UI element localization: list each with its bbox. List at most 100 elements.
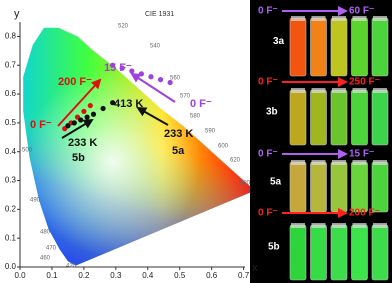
panel-label: 3b <box>266 107 278 118</box>
wavelength-label: 560 <box>170 76 181 82</box>
annotation: 413 K <box>114 98 143 110</box>
vial-cap <box>352 88 367 93</box>
annotation: 15 F⁻ <box>104 62 132 74</box>
vial <box>330 17 348 77</box>
vial <box>371 224 389 281</box>
vial <box>371 17 389 77</box>
vial-cap <box>291 223 305 228</box>
panel-label: 3a <box>273 36 285 47</box>
vial <box>351 224 368 281</box>
panel-start: 0 F⁻ <box>258 6 278 17</box>
x-axis-label: x <box>252 262 258 274</box>
y-tick-label: 0.5 <box>5 118 17 127</box>
x-tick-label: 0.6 <box>206 271 218 280</box>
vial <box>310 161 327 213</box>
vial <box>310 224 327 281</box>
wavelength-label: 620 <box>230 158 241 164</box>
annotation: 233 K <box>164 128 193 140</box>
vial-cap <box>291 160 305 165</box>
vial <box>330 161 348 213</box>
wavelength-label: 500 <box>22 148 33 154</box>
annotation: 200 F⁻ <box>58 76 92 88</box>
data-point <box>138 71 144 77</box>
chart-title: CIE 1931 <box>145 11 174 18</box>
data-point <box>87 102 93 109</box>
y-tick-label: 0.3 <box>5 176 17 185</box>
panel-end: 250 F⁻ <box>349 77 380 88</box>
annotation: 0 F⁻ <box>30 119 52 131</box>
vial-cap <box>373 160 387 165</box>
panel-end: 60 F⁻ <box>349 6 374 17</box>
vial <box>351 17 368 77</box>
vial-cap <box>311 16 326 21</box>
photo-panels: 0 F⁻ 60 F⁻ 3a 0 F⁻ 250 F⁻ 3b 0 F⁻ 15 F⁻ 5a 0 F⁻ 20… <box>258 6 389 281</box>
vial-cap <box>352 223 367 228</box>
y-tick-label: 0.7 <box>5 60 17 69</box>
vial <box>289 89 307 146</box>
y-tick-label: 0.4 <box>5 147 17 156</box>
vial <box>371 89 389 146</box>
vial-cap <box>291 88 305 93</box>
arrow <box>57 78 102 127</box>
arrow <box>130 72 176 103</box>
wavelength-label: 590 <box>205 129 216 135</box>
data-point <box>100 105 106 112</box>
x-tick-label: 0.7 <box>238 271 250 280</box>
wavelength-label: 420 <box>66 264 77 270</box>
panel-end: 200 F⁻ <box>349 208 380 219</box>
vial <box>310 17 327 77</box>
annotation: 0 F⁻ <box>190 98 212 110</box>
vial-cap <box>332 88 346 93</box>
annotation: 5b <box>72 152 85 164</box>
y-tick-label: 0.2 <box>5 204 17 213</box>
y-tick-label: 0.8 <box>5 32 17 41</box>
panel-start: 0 F⁻ <box>258 149 278 160</box>
data-point <box>119 65 125 71</box>
vial <box>289 17 307 77</box>
data-point <box>157 77 164 83</box>
data-point <box>129 68 135 74</box>
vial-cap <box>352 16 367 21</box>
vial <box>351 161 368 213</box>
annotation: 233 K <box>68 137 97 149</box>
vial <box>310 89 327 146</box>
x-tick-label: 0.3 <box>110 271 122 280</box>
x-tick-label: 0.2 <box>78 271 90 280</box>
x-tick-label: 0.1 <box>46 271 58 280</box>
annotation: 5a <box>172 145 185 157</box>
vial <box>371 161 389 213</box>
y-tick-label: 0.6 <box>5 89 17 98</box>
panel-label: 5a <box>270 177 282 188</box>
wavelength-label: 490 <box>30 198 41 204</box>
vial <box>330 89 348 146</box>
wavelength-label: 680 <box>240 181 251 187</box>
wavelength-label: 460 <box>40 256 51 262</box>
data-point <box>81 108 87 114</box>
wavelength-label: 540 <box>150 44 161 50</box>
vial-cap <box>373 223 387 228</box>
vial-cap <box>311 88 326 93</box>
vial-cap <box>311 223 326 228</box>
vial <box>289 224 307 281</box>
vial-cap <box>352 160 367 165</box>
y-tick-label: 0.0 <box>5 262 17 271</box>
wavelength-label: 600 <box>218 144 229 150</box>
vial-cap <box>332 160 346 165</box>
y-tick-label: 0.1 <box>5 233 17 242</box>
panel-start: 0 F⁻ <box>258 208 278 219</box>
data-point <box>110 62 116 68</box>
wavelength-label: 580 <box>190 114 201 120</box>
data-point <box>78 117 84 123</box>
wavelength-label: 480 <box>40 230 51 236</box>
data-point <box>84 114 90 120</box>
data-point <box>90 111 97 117</box>
arrow <box>61 118 94 139</box>
data-point <box>110 100 116 106</box>
arrow <box>136 107 169 126</box>
vial <box>351 89 368 146</box>
vial-cap <box>311 160 326 165</box>
wavelength-label: 520 <box>118 24 129 30</box>
x-tick-label: 0.5 <box>174 271 186 280</box>
x-tick-label: 0.0 <box>14 271 26 280</box>
data-point <box>148 74 154 80</box>
